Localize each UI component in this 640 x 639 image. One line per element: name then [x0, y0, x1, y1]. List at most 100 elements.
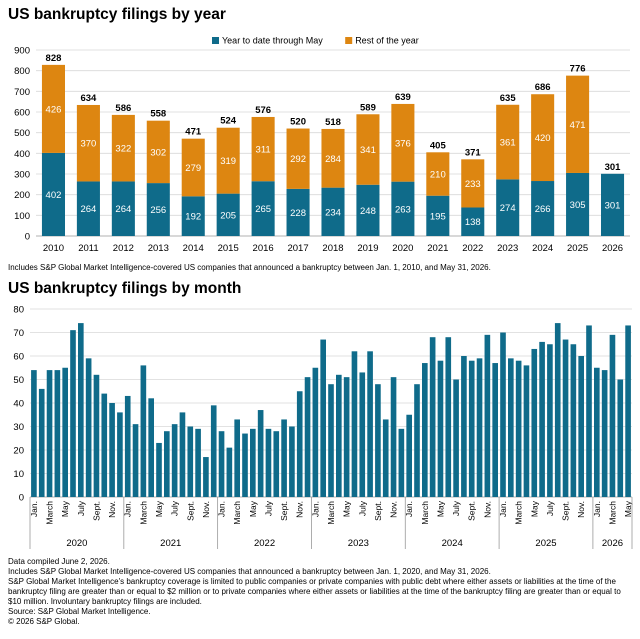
month-bar	[101, 393, 108, 497]
y-tick-label: 60	[13, 352, 24, 363]
bar-total-label: 301	[605, 162, 622, 173]
bar-rest	[321, 128, 345, 188]
month-tick-label: March	[138, 501, 148, 525]
month-bar	[476, 358, 483, 497]
month-tick-label: Sept.	[561, 501, 571, 521]
legend-swatch	[345, 37, 353, 44]
bar-rest-label: 279	[185, 163, 201, 174]
month-bar	[281, 419, 287, 497]
month-bar	[242, 433, 248, 497]
month-bar	[398, 428, 405, 497]
y-tick-label: 200	[14, 190, 30, 201]
bar-ytd	[566, 172, 590, 236]
month-tick-label: March	[420, 501, 430, 525]
month-tick-label: March	[45, 501, 55, 525]
bar-rest-label: 311	[256, 145, 271, 156]
bar-rest-label: 341	[360, 145, 376, 156]
month-bar	[429, 337, 436, 497]
x-tick-label: 2014	[183, 243, 204, 254]
bar-total-label: 828	[46, 53, 62, 64]
x-tick-label: 2013	[148, 243, 169, 254]
month-bar	[492, 363, 498, 497]
bar-rest-label: 302	[150, 147, 166, 158]
monthly-chart-title: US bankruptcy filings by month	[8, 280, 242, 297]
bar-ytd-label: 256	[150, 205, 166, 216]
footer-notes: Data compiled June 2, 2026. Includes S&P…	[8, 557, 634, 627]
bar-ytd-label: 266	[535, 204, 551, 215]
x-tick-label: 2018	[322, 243, 343, 254]
bar-ytd-label: 301	[605, 200, 621, 211]
month-tick-label: March	[326, 501, 336, 525]
month-tick-label: May	[623, 500, 633, 517]
bar-rest	[391, 103, 415, 182]
yearly-chart-title: US bankruptcy filings by year	[8, 6, 226, 23]
bar-rest	[426, 152, 450, 196]
year-label: 2026	[602, 538, 623, 549]
bar-ytd	[461, 207, 485, 236]
month-bar	[578, 356, 584, 497]
month-tick-label: Jan.	[592, 501, 602, 517]
month-bar	[124, 395, 131, 497]
bar-rest	[461, 159, 485, 208]
x-tick-label: 2011	[78, 243, 98, 254]
bar-total-label: 589	[360, 102, 376, 113]
month-tick-label: Jan.	[123, 501, 133, 517]
month-tick-label: Nov.	[107, 501, 117, 518]
month-bar	[164, 431, 170, 497]
month-bar	[601, 370, 608, 497]
month-bar	[148, 398, 154, 497]
month-bar	[461, 356, 467, 497]
month-bar	[617, 379, 624, 497]
y-tick-label: 0	[19, 493, 24, 504]
month-tick-label: Nov.	[576, 501, 586, 518]
month-bar	[539, 341, 545, 497]
year-label: 2024	[442, 538, 463, 549]
legend-label: Year to date through May	[222, 36, 323, 46]
bar-rest-label: 322	[115, 144, 131, 155]
month-bar	[406, 414, 412, 497]
x-tick-label: 2019	[357, 243, 378, 254]
month-bar	[382, 419, 389, 497]
y-tick-label: 600	[14, 108, 30, 119]
footer-coverage: Includes S&P Global Market Intelligence-…	[8, 567, 491, 576]
footer-source: Source: S&P Global Market Intelligence.	[8, 607, 151, 616]
bar-total-label: 524	[220, 116, 237, 127]
month-bar	[38, 388, 45, 497]
bar-total-label: 776	[570, 64, 586, 75]
month-bar	[296, 391, 303, 497]
month-tick-label: March	[232, 501, 242, 525]
month-tick-label: May	[154, 500, 164, 517]
month-bar	[547, 344, 553, 497]
month-bar	[257, 410, 264, 497]
month-bar	[570, 344, 577, 497]
yearly-chart: 0 100 200 300 400 500 600 700 800 900 Year to date…	[14, 36, 630, 254]
bar-total-label: 471	[185, 127, 202, 138]
bar-ytd-label: 402	[46, 190, 62, 201]
y-tick-label: 800	[14, 66, 30, 77]
bar-rest	[111, 114, 135, 182]
month-bar	[453, 379, 459, 497]
month-bar	[273, 431, 280, 497]
bar-rest-label: 370	[80, 139, 96, 150]
y-tick-label: 300	[14, 170, 30, 181]
x-tick-label: 2017	[287, 243, 308, 254]
y-tick-label: 40	[13, 399, 24, 410]
bar-total-label: 586	[115, 103, 131, 114]
month-bar	[554, 323, 561, 497]
bar-ytd-label: 234	[325, 207, 341, 218]
bar-total-label: 371	[465, 147, 482, 158]
month-bar	[367, 351, 373, 497]
bar-ytd-label: 228	[290, 208, 306, 219]
month-bar	[625, 325, 631, 497]
x-tick-label: 2021	[427, 243, 448, 254]
bar-total-label: 686	[535, 82, 551, 93]
month-bar	[117, 412, 123, 497]
x-tick-label: 2012	[113, 243, 134, 254]
bar-ytd	[76, 181, 100, 236]
month-bar	[218, 431, 225, 497]
month-bar	[31, 370, 37, 497]
month-bar	[336, 374, 342, 497]
month-bar	[250, 428, 256, 497]
month-tick-label: July	[451, 500, 461, 516]
bar-ytd	[181, 196, 205, 236]
